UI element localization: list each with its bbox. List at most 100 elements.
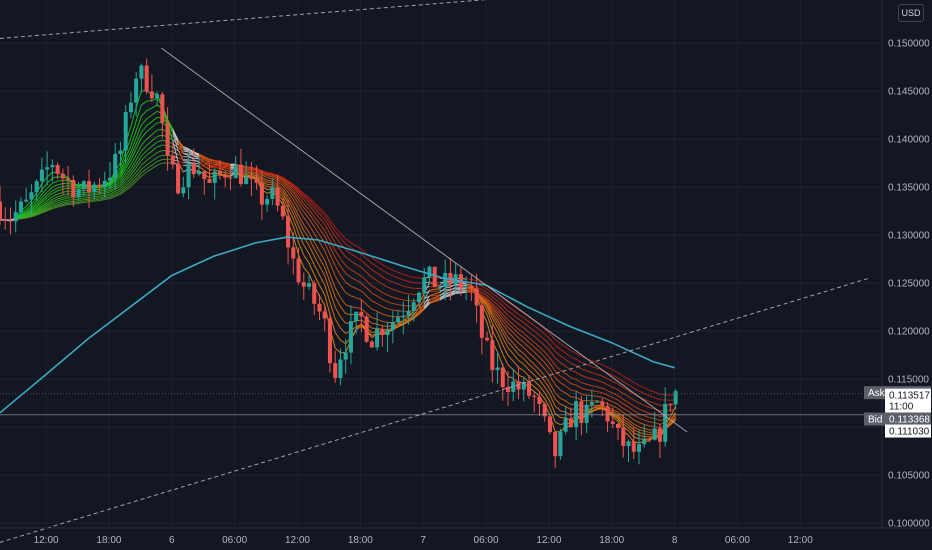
ribbon-segment [439, 289, 446, 292]
ribbon-segment [251, 167, 257, 170]
ribbon-segment [397, 277, 404, 281]
ribbon-segment [345, 243, 352, 249]
ribbon-segment [533, 325, 540, 331]
ribbon-segment [287, 182, 294, 189]
ribbon-segment [62, 185, 69, 188]
ribbon-segment [403, 279, 409, 282]
ribbon-segment [172, 146, 179, 152]
time-axis[interactable]: 12:00 18:00 6 06:00 12:00 18:00 7 06:00 12:00 18:… [34, 535, 814, 546]
ribbon-segment [130, 159, 137, 169]
ribbon-segment [204, 156, 210, 160]
ribbon-segment [612, 416, 619, 422]
ribbon-segment [486, 299, 493, 307]
ribbon-segment [125, 186, 132, 191]
ribbon-segment [523, 376, 530, 383]
ribbon-segment [418, 308, 425, 315]
candle-body [401, 315, 406, 318]
ribbon-segment [156, 159, 163, 162]
ribbon-segment [622, 418, 629, 423]
ribbon-segment [261, 171, 268, 174]
ribbon-segment [292, 213, 300, 227]
ribbon-segment [523, 370, 530, 377]
ribbon-segment [528, 364, 535, 370]
ribbon-segment [512, 342, 519, 350]
ribbon-segment [492, 296, 498, 302]
ribbon-segment [345, 304, 352, 308]
ribbon-segment [319, 242, 326, 252]
ribbon-segment [183, 160, 189, 162]
ribbon-segment [565, 379, 572, 385]
ribbon-segment [628, 430, 635, 438]
ribbon-segment [334, 226, 341, 234]
ribbon-segment [575, 352, 582, 357]
ribbon-segment [303, 194, 310, 200]
ribbon-segment [397, 283, 404, 287]
ribbon-segment [502, 320, 509, 328]
candle-body [453, 274, 458, 284]
ribbon-segment [334, 287, 341, 298]
y-tick-label: 0.120000 [888, 327, 930, 338]
ribbon-segment [41, 197, 48, 203]
ribbon-segment [366, 272, 373, 278]
ribbon-segment [528, 321, 535, 327]
ribbon-segment [560, 410, 566, 413]
ribbon-segment [544, 356, 551, 364]
ribbon-segment [607, 390, 614, 394]
candle-body [406, 311, 411, 316]
ribbon-segment [355, 325, 362, 331]
candle-body [97, 184, 102, 187]
ribbon-segment [392, 309, 399, 312]
ribbon-segment [607, 403, 613, 407]
ribbon-segment [387, 272, 394, 277]
ribbon-segment [623, 375, 629, 380]
ribbon-segment [329, 223, 336, 232]
ribbon-segment [73, 198, 79, 201]
ribbon-segment [560, 343, 566, 348]
ribbon-segment [329, 233, 336, 243]
ribbon-segment [209, 161, 215, 163]
candle-body [39, 169, 44, 182]
ribbon-segment [319, 209, 326, 217]
ribbon-segment [523, 358, 530, 365]
ribbon-segment [434, 299, 441, 303]
ribbon-segment [214, 160, 221, 163]
ribbon-segment [382, 283, 388, 288]
ribbon-segment [177, 147, 184, 152]
ribbon-segment [481, 294, 488, 299]
y-tick-label: 0.100000 [888, 519, 930, 530]
candle-body [605, 406, 610, 422]
ribbon-segment [445, 292, 451, 294]
ribbon-segment [565, 400, 572, 405]
ribbon-segment [20, 212, 27, 217]
ribbon-segment [491, 314, 498, 324]
trend-lines [0, 0, 869, 543]
ribbon-segment [450, 292, 456, 295]
ribbon-segment [319, 284, 326, 295]
ribbon-segment [617, 417, 624, 425]
candle-body [312, 283, 317, 304]
ribbon-segment [371, 308, 378, 312]
ribbon-segment [649, 401, 655, 404]
y-tick-label: 0.125000 [888, 279, 930, 290]
ribbon-segment [46, 202, 53, 207]
ribbon-segment [549, 363, 556, 372]
ribbon-segment [549, 338, 556, 346]
candle-body [123, 112, 128, 151]
ribbon-segment [497, 351, 504, 367]
ribbon-segment [334, 275, 341, 286]
ribbon-segment [371, 276, 378, 282]
ribbon-segment [340, 232, 347, 240]
ribbon-segment [544, 398, 551, 409]
ribbon-segment [193, 155, 200, 160]
ribbon-segment [612, 411, 619, 415]
candle-body [369, 341, 374, 348]
ribbon-segment [575, 384, 582, 389]
ribbon-segment [523, 327, 530, 333]
ribbon-segment [507, 306, 514, 311]
ribbon-segment [507, 375, 514, 379]
currency-badge[interactable]: USD [898, 4, 924, 22]
ribbon-segment [439, 292, 446, 296]
ribbon-segment [423, 301, 430, 307]
